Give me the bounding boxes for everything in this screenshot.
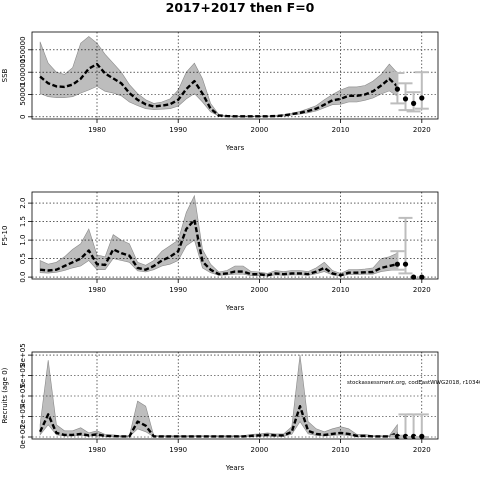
confidence-band-panel-2: [39, 194, 398, 277]
y-tick-label-1: 0.5: [19, 253, 27, 264]
x-tick-label-2000: 2000: [250, 446, 268, 454]
y-tick-label-4: 8e+05: [19, 343, 27, 367]
figure-title: 2017+2017 then F=0: [165, 0, 315, 15]
forecast-point-2017: [394, 86, 400, 92]
panel-frame-2: [31, 191, 439, 280]
y-tick-label-3: 1.5: [19, 216, 27, 227]
y-axis-label: Recruits (age 0): [1, 367, 9, 423]
forecast-point-2020: [419, 95, 425, 101]
x-tick-label-2010: 2010: [332, 126, 350, 134]
forecast-point-2018: [402, 96, 409, 102]
y-tick-label-0: 0: [19, 115, 27, 119]
x-tick-label-1990: 1990: [169, 126, 187, 134]
x-tick-label-1990: 1990: [169, 286, 187, 294]
panel-frame-3: [31, 351, 439, 440]
y-tick-label-2: 100000: [19, 59, 27, 86]
x-tick-label-1990: 1990: [169, 446, 187, 454]
y-tick-label-3: 150000: [19, 36, 27, 63]
y-axis-label: F5-10: [1, 226, 9, 246]
x-axis-label: Years: [225, 144, 245, 152]
x-tick-label-2000: 2000: [250, 286, 268, 294]
x-tick-label-1980: 1980: [88, 286, 106, 294]
x-axis-label: Years: [225, 464, 245, 472]
forecast-point-2019: [411, 274, 417, 280]
x-tick-label-2020: 2020: [413, 126, 431, 134]
x-axis-label: Years: [225, 304, 245, 312]
x-tick-label-1980: 1980: [88, 446, 106, 454]
x-tick-label-2020: 2020: [413, 286, 431, 294]
y-tick-label-2: 1.0: [19, 235, 27, 246]
y-tick-label-3: 6e+05: [19, 364, 27, 388]
x-tick-label-2010: 2010: [332, 446, 350, 454]
x-tick-label-2000: 2000: [250, 126, 268, 134]
y-tick-label-4: 2.0: [19, 198, 27, 209]
x-tick-label-2020: 2020: [413, 446, 431, 454]
estimate-line-panel-3: [39, 405, 398, 438]
forecast-point-2020: [419, 274, 425, 280]
y-tick-label-1: 2e+05: [19, 405, 27, 429]
y-axis-label: SSB: [1, 68, 9, 82]
forecast-point-2020: [419, 433, 425, 439]
y-tick-label-0: 0.0: [19, 272, 27, 283]
estimate-line-panel-1: [39, 62, 399, 118]
forecast-point-2019: [411, 100, 417, 106]
x-tick-label-2010: 2010: [332, 286, 350, 294]
y-tick-label-2: 4e+05: [19, 384, 27, 408]
forecast-point-2018: [402, 261, 409, 267]
estimate-line-panel-2: [39, 218, 398, 277]
forecast-point-2017: [394, 261, 400, 267]
panel-frame-1: [31, 31, 439, 120]
x-tick-label-1980: 1980: [88, 126, 106, 134]
y-tick-label-0: 0e+00: [19, 425, 27, 449]
source-annotation: stockassessment.org, codEastWWG2018, r10…: [347, 380, 480, 386]
confidence-band-panel-1: [39, 36, 398, 117]
y-tick-label-1: 50000: [19, 83, 27, 105]
